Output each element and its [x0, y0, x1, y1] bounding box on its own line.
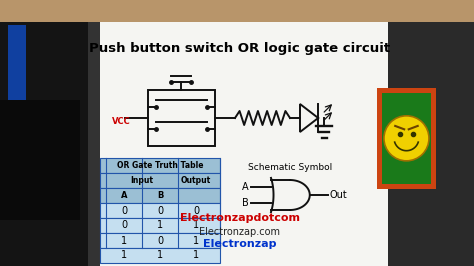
- Bar: [382, 93, 431, 184]
- Text: 0: 0: [157, 235, 163, 246]
- Bar: [100, 233, 220, 248]
- Text: 1: 1: [157, 251, 163, 260]
- Text: 0: 0: [121, 221, 127, 231]
- Text: Schematic Symbol: Schematic Symbol: [248, 164, 332, 172]
- Bar: [100, 188, 220, 203]
- Text: 1: 1: [121, 251, 127, 260]
- Text: 1: 1: [157, 221, 163, 231]
- Text: A: A: [242, 182, 249, 192]
- Bar: [8, 25, 26, 125]
- Text: Out: Out: [330, 190, 347, 200]
- Text: Electronzap: Electronzap: [203, 239, 277, 249]
- Bar: [148, 90, 215, 146]
- Text: Electronzap.com: Electronzap.com: [200, 227, 281, 237]
- Text: B: B: [157, 191, 163, 200]
- Bar: [0, 0, 474, 22]
- Text: 1: 1: [193, 235, 199, 246]
- Bar: [100, 158, 220, 173]
- Text: Push button switch OR logic gate circuit: Push button switch OR logic gate circuit: [90, 42, 391, 55]
- Bar: [88, 22, 388, 266]
- Bar: [100, 218, 220, 233]
- Text: 1: 1: [193, 251, 199, 260]
- Circle shape: [384, 116, 429, 161]
- Text: Electronzapdotcom: Electronzapdotcom: [180, 213, 300, 223]
- Bar: [0, 22, 100, 266]
- Text: 0: 0: [157, 206, 163, 215]
- Text: 0: 0: [121, 206, 127, 215]
- Bar: [100, 248, 220, 263]
- Text: 1: 1: [193, 221, 199, 231]
- Bar: [0, 100, 80, 220]
- Text: A: A: [121, 191, 127, 200]
- Text: 0: 0: [193, 206, 199, 215]
- Text: VCC: VCC: [112, 117, 131, 126]
- Text: Input: Input: [130, 176, 154, 185]
- Text: OR Gate Truth Table: OR Gate Truth Table: [117, 161, 203, 170]
- Text: 1: 1: [121, 235, 127, 246]
- Text: B: B: [242, 198, 249, 208]
- Bar: [100, 203, 220, 218]
- Bar: [377, 88, 436, 189]
- Bar: [100, 173, 220, 188]
- Text: Output: Output: [181, 176, 211, 185]
